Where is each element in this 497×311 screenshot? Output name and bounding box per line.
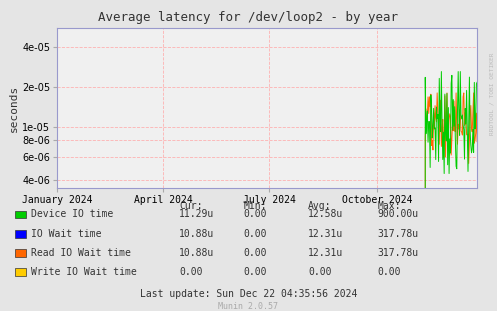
Text: 12.31u: 12.31u bbox=[308, 248, 343, 258]
Text: Device IO time: Device IO time bbox=[31, 209, 113, 219]
Text: 0.00: 0.00 bbox=[244, 229, 267, 239]
Text: 0.00: 0.00 bbox=[308, 267, 331, 277]
Text: Cur:: Cur: bbox=[179, 201, 202, 211]
Text: 0.00: 0.00 bbox=[244, 248, 267, 258]
Text: Average latency for /dev/loop2 - by year: Average latency for /dev/loop2 - by year bbox=[98, 11, 399, 24]
Text: 12.31u: 12.31u bbox=[308, 229, 343, 239]
Text: Avg:: Avg: bbox=[308, 201, 331, 211]
Text: Write IO Wait time: Write IO Wait time bbox=[31, 267, 137, 277]
Text: 12.58u: 12.58u bbox=[308, 209, 343, 219]
Text: Min:: Min: bbox=[244, 201, 267, 211]
Text: 317.78u: 317.78u bbox=[378, 248, 419, 258]
Text: 0.00: 0.00 bbox=[244, 267, 267, 277]
Text: 11.29u: 11.29u bbox=[179, 209, 214, 219]
Text: Read IO Wait time: Read IO Wait time bbox=[31, 248, 131, 258]
Text: Last update: Sun Dec 22 04:35:56 2024: Last update: Sun Dec 22 04:35:56 2024 bbox=[140, 289, 357, 299]
Text: 10.88u: 10.88u bbox=[179, 229, 214, 239]
Y-axis label: seconds: seconds bbox=[9, 85, 19, 132]
Text: IO Wait time: IO Wait time bbox=[31, 229, 101, 239]
Text: RRDTOOL / TOBI OETIKER: RRDTOOL / TOBI OETIKER bbox=[490, 52, 495, 135]
Text: 317.78u: 317.78u bbox=[378, 229, 419, 239]
Text: 0.00: 0.00 bbox=[179, 267, 202, 277]
Text: 900.00u: 900.00u bbox=[378, 209, 419, 219]
Text: Munin 2.0.57: Munin 2.0.57 bbox=[219, 302, 278, 311]
Text: 10.88u: 10.88u bbox=[179, 248, 214, 258]
Text: 0.00: 0.00 bbox=[244, 209, 267, 219]
Text: Max:: Max: bbox=[378, 201, 401, 211]
Text: 0.00: 0.00 bbox=[378, 267, 401, 277]
